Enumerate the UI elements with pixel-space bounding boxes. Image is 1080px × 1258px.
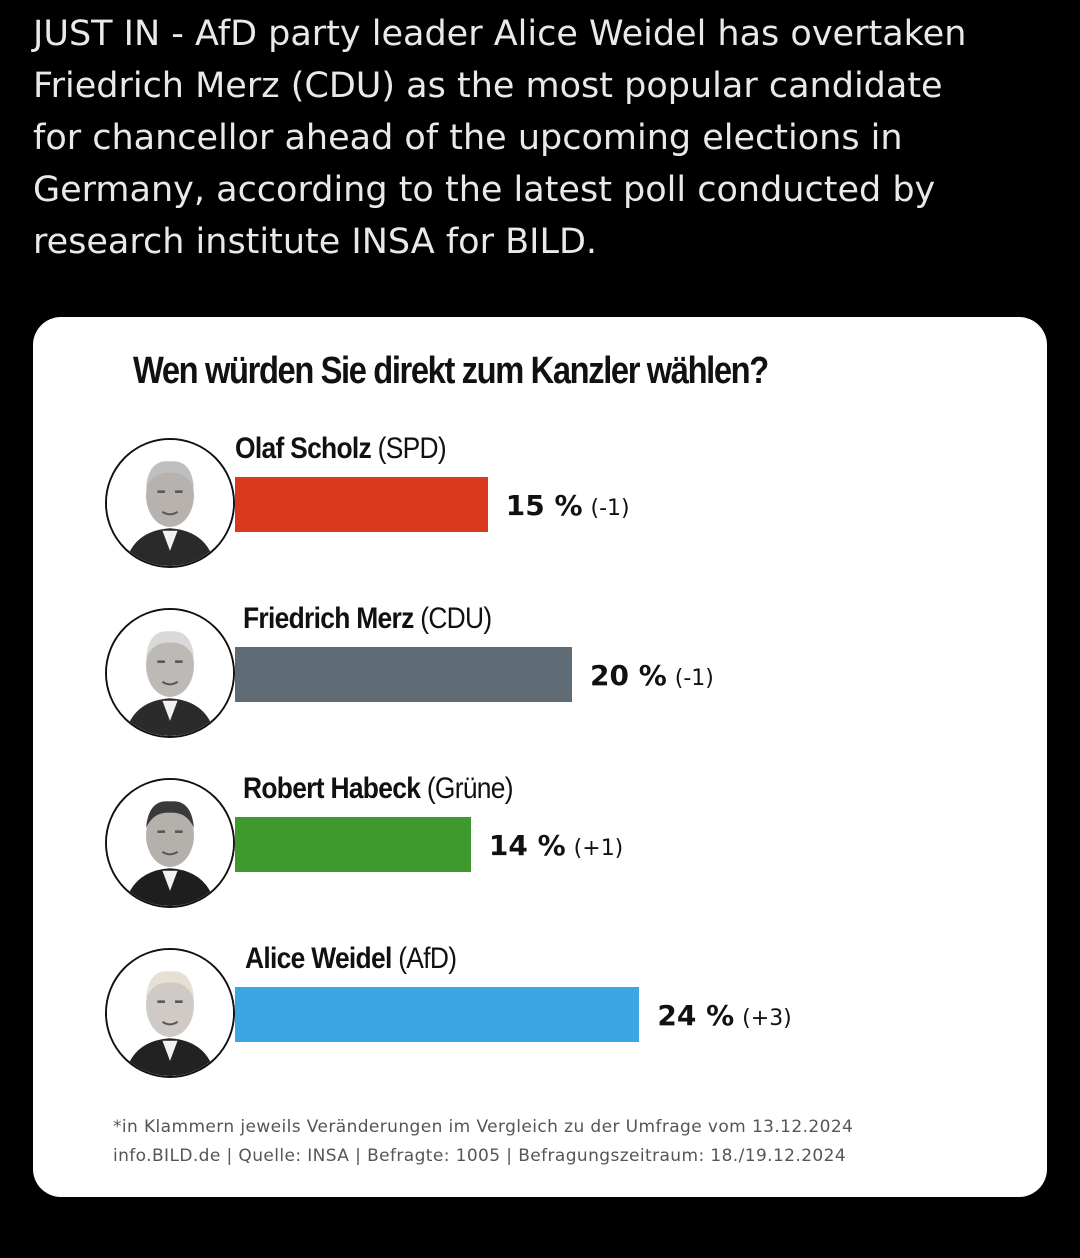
bar-alice-weidel <box>235 987 640 1042</box>
poll-graphic-card[interactable]: Wen würden Sie direkt zum Kanzler wählen… <box>33 317 1047 1197</box>
value-label: 24 % <box>657 999 735 1032</box>
bar-friedrich-merz <box>235 647 572 702</box>
value-label: 14 % <box>488 829 566 862</box>
value-label: 15 % <box>505 489 583 522</box>
candidate-label: Olaf Scholz (SPD) <box>235 432 447 466</box>
candidate-label: Alice Weidel (AfD) <box>245 942 457 976</box>
candidate-name: Olaf Scholz <box>235 432 372 465</box>
chart-footnote: *in Klammern jeweils Veränderungen im Ve… <box>113 1113 993 1171</box>
bar-robert-habeck <box>235 817 471 872</box>
candidate-party: (CDU) <box>413 602 492 635</box>
footnote-line-1: *in Klammern jeweils Veränderungen im Ve… <box>113 1117 854 1137</box>
change-label: (+3) <box>742 1006 792 1031</box>
candidate-party: (SPD) <box>371 432 447 465</box>
chart-title: Wen würden Sie direkt zum Kanzler wählen… <box>133 350 769 392</box>
candidate-party: (AfD) <box>391 942 457 975</box>
candidate-name: Friedrich Merz <box>243 602 414 635</box>
data-label: 24 % (+3) <box>657 999 791 1032</box>
data-label: 20 % (-1) <box>590 659 714 692</box>
candidate-row: Friedrich Merz (CDU) 20 % (-1) <box>33 602 1047 742</box>
candidate-name: Alice Weidel <box>245 942 392 975</box>
candidate-name: Robert Habeck <box>243 772 421 805</box>
candidate-row: Robert Habeck (Grüne) 14 % (+1) <box>33 772 1047 912</box>
change-label: (-1) <box>674 666 714 691</box>
change-label: (+1) <box>573 836 624 861</box>
data-label: 14 % (+1) <box>489 829 623 862</box>
footnote-line-2: info.BILD.de | Quelle: INSA | Befragte: … <box>113 1146 847 1166</box>
candidate-row: Alice Weidel (AfD) 24 % (+3) <box>33 942 1047 1082</box>
portrait-robert-habeck <box>105 778 235 908</box>
change-label: (-1) <box>590 496 630 521</box>
candidate-label: Friedrich Merz (CDU) <box>243 602 492 636</box>
portrait-olaf-scholz <box>105 438 235 568</box>
candidate-row: Olaf Scholz (SPD) 15 % (-1) <box>33 432 1047 572</box>
candidate-party: (Grüne) <box>420 772 514 805</box>
portrait-friedrich-merz <box>105 608 235 738</box>
data-label: 15 % (-1) <box>506 489 630 522</box>
portrait-alice-weidel <box>105 948 235 1078</box>
value-label: 20 % <box>590 659 667 692</box>
candidate-label: Robert Habeck (Grüne) <box>243 772 514 806</box>
tweet-text: JUST IN - AfD party leader Alice Weidel … <box>33 14 967 262</box>
bar-olaf-scholz <box>235 477 488 532</box>
